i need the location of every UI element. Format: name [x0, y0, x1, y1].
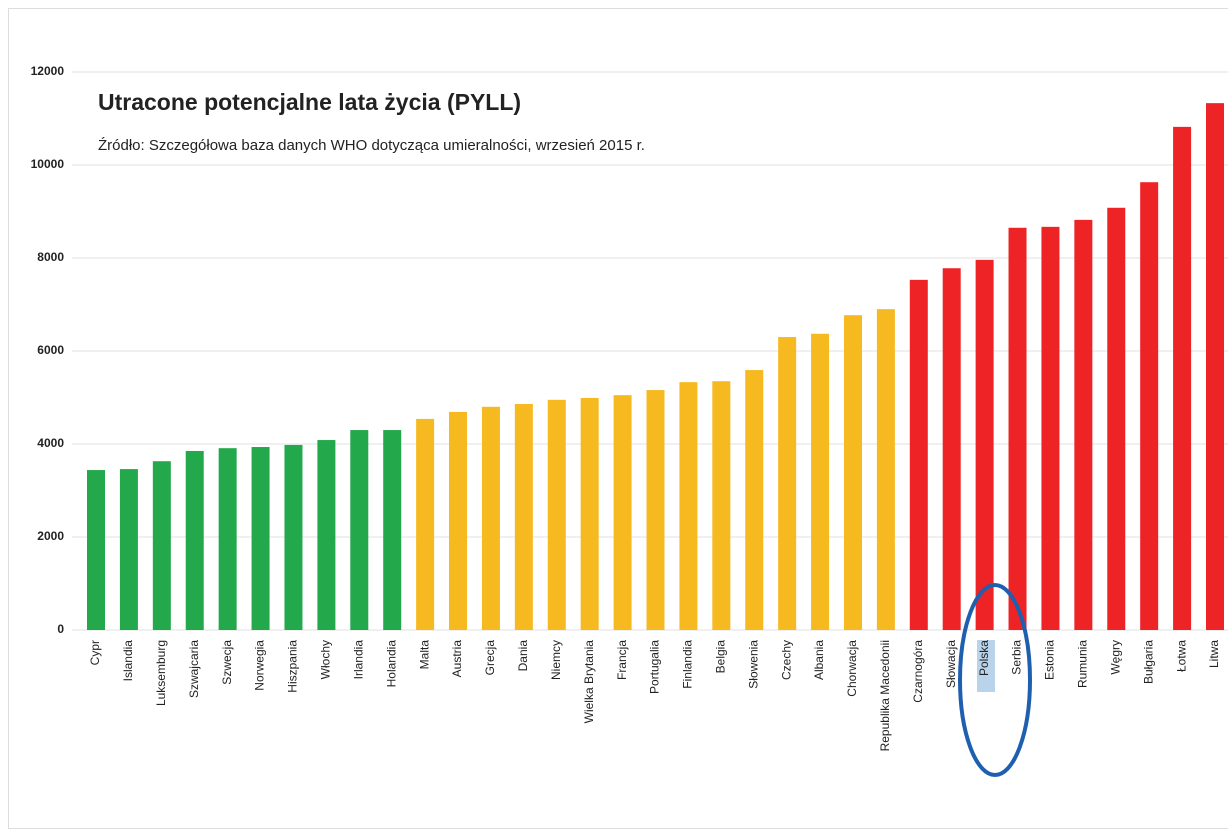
x-tick-label: Francja: [615, 640, 629, 680]
bar: [383, 430, 402, 630]
bar: [942, 268, 961, 630]
y-tick-label: 10000: [31, 157, 65, 171]
bar: [1173, 126, 1192, 631]
bar: [119, 469, 138, 630]
bar: [1041, 226, 1060, 630]
bar: [1107, 207, 1126, 630]
bar: [416, 418, 435, 630]
bar: [580, 397, 599, 630]
bar: [284, 444, 303, 630]
bar: [514, 404, 533, 630]
x-tick-label: Polska: [977, 640, 991, 676]
y-tick-label: 12000: [31, 64, 65, 78]
x-tick-label: Rumunia: [1076, 640, 1090, 688]
bar: [185, 450, 204, 630]
x-tick-label: Węgry: [1108, 640, 1122, 675]
bar: [152, 461, 171, 630]
x-tick-label: Szwajcaria: [187, 640, 201, 698]
bar: [87, 470, 105, 630]
x-tick-label: Finlandia: [681, 640, 695, 689]
bar: [811, 333, 830, 630]
bar: [1074, 219, 1093, 630]
bar: [1206, 103, 1224, 630]
bar: [1008, 227, 1027, 630]
x-tick-label: Cypr: [88, 640, 102, 665]
plot: 0 2000 4000 6000 8000 10000 12000 Cypr Islandia L…: [31, 64, 1228, 751]
x-tick-label: Wielka Brytania: [582, 640, 596, 724]
chart-title: Utracone potencjalne lata życia (PYLL): [98, 89, 521, 115]
bar: [778, 337, 797, 630]
x-tick-label: Malta: [417, 640, 431, 670]
x-tick-label: Hiszpania: [286, 640, 300, 693]
x-tick-label: Luksemburg: [154, 640, 168, 706]
bar: [251, 447, 270, 630]
x-tick-label: Czarnogóra: [911, 640, 925, 703]
bar: [712, 381, 731, 630]
chart-subtitle: Źródło: Szczegółowa baza danych WHO doty…: [98, 137, 645, 154]
bar: [646, 390, 665, 630]
x-tick-label: Islandia: [121, 640, 135, 682]
x-tick-label: Serbia: [1010, 640, 1024, 675]
label-highlight: [977, 640, 995, 692]
x-tick-label: Estonia: [1043, 640, 1057, 680]
x-tick-label: Słowacja: [944, 640, 958, 688]
highlight-ellipse: [958, 583, 1032, 777]
bar: [350, 430, 369, 630]
x-tick-label: Grecja: [483, 640, 497, 676]
bar: [909, 279, 928, 630]
bar: [218, 448, 237, 630]
bar: [876, 309, 895, 630]
bar: [1140, 182, 1159, 630]
x-tick-label: Norwegia: [253, 640, 267, 691]
bar: [613, 395, 632, 630]
x-tick-label: Łotwa: [1174, 640, 1188, 672]
bar: [317, 440, 336, 630]
bar: [481, 406, 500, 630]
x-tick-label: Niemcy: [549, 640, 563, 680]
bar: [975, 259, 994, 630]
bar: [843, 315, 862, 630]
x-tick-label: Republika Macedonii: [878, 640, 892, 751]
frame: [8, 8, 1228, 829]
bar: [745, 370, 764, 630]
x-tick-label: Włochy: [319, 640, 333, 679]
x-tick-label: Chorwacja: [845, 640, 859, 697]
x-tick-label: Szwecja: [220, 640, 234, 685]
x-tick-label: Czechy: [779, 640, 793, 680]
y-tick-label: 8000: [37, 250, 64, 264]
x-tick-label: Albania: [812, 640, 826, 680]
x-tick-label: Austria: [450, 640, 464, 678]
y-tick-label: 4000: [37, 436, 64, 450]
x-tick-label: Belgia: [713, 640, 727, 674]
y-tick-label: 2000: [37, 529, 64, 543]
x-tick-label: Irlandia: [351, 640, 365, 680]
x-tick-label: Słowenia: [746, 640, 760, 689]
x-tick-label: Bułgaria: [1141, 640, 1155, 684]
bar: [547, 399, 566, 630]
bar: [679, 382, 698, 630]
x-tick-label: Portugalia: [648, 640, 662, 694]
x-tick-label: Holandia: [384, 640, 398, 688]
bar: [449, 411, 468, 630]
y-tick-label: 6000: [37, 343, 64, 357]
y-tick-label: 0: [57, 622, 64, 636]
x-tick-label: Dania: [516, 640, 530, 672]
x-tick-label: Litwa: [1207, 640, 1221, 668]
